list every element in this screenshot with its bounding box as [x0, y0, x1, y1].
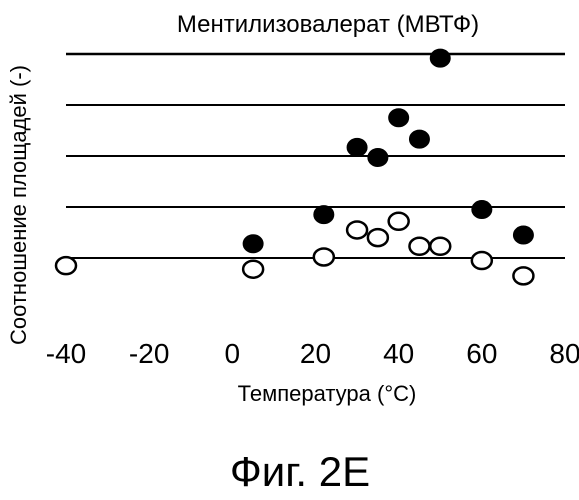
- open-data-point: [409, 238, 429, 255]
- filled-data-point: [347, 138, 367, 156]
- filled-data-point: [430, 49, 450, 67]
- y-axis-label: Соотношение площадей (-): [6, 65, 31, 345]
- grid-lines: [66, 54, 565, 258]
- open-data-point: [314, 248, 334, 265]
- x-tick-label: 20: [300, 338, 331, 369]
- figure-caption: Фиг. 2E: [230, 448, 370, 495]
- open-data-point: [347, 221, 367, 238]
- x-tick-label: 0: [225, 338, 241, 369]
- open-data-point: [56, 257, 76, 274]
- filled-data-point: [389, 109, 409, 127]
- open-data-point: [430, 238, 450, 255]
- filled-data-point: [368, 149, 388, 167]
- open-data-point: [368, 229, 388, 246]
- chart-title: Ментилизовалерат (МВТФ): [177, 11, 479, 38]
- x-axis-label: Температура (°С): [238, 381, 417, 406]
- filled-data-point: [409, 130, 429, 148]
- x-tick-label: -20: [129, 338, 169, 369]
- x-tick-label: -40: [46, 338, 86, 369]
- filled-data-point: [314, 206, 334, 224]
- filled-data-point: [513, 226, 533, 244]
- x-tick-label: 80: [549, 338, 579, 369]
- open-data-point: [472, 252, 492, 269]
- x-tick-label: 40: [383, 338, 414, 369]
- open-data-point: [243, 261, 263, 278]
- filled-data-point: [243, 235, 263, 253]
- open-data-point: [513, 267, 533, 284]
- x-axis-ticks: -40 -20 0 20 40 60 80: [46, 338, 579, 369]
- open-data-point: [389, 213, 409, 230]
- x-tick-label: 60: [466, 338, 497, 369]
- filled-data-point: [472, 201, 492, 219]
- series-open: [56, 213, 533, 285]
